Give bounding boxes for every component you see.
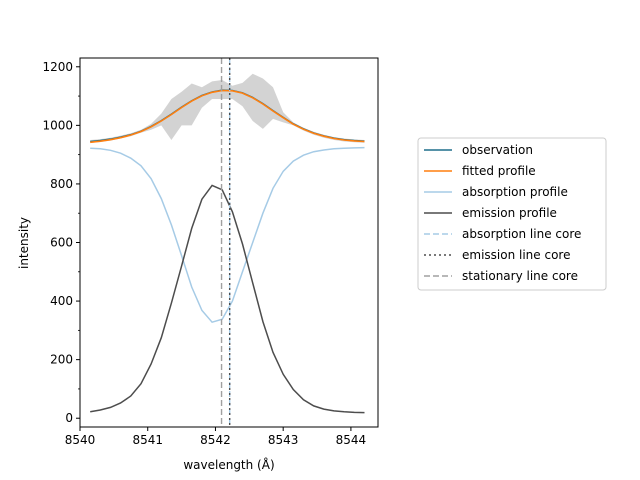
- axes: 8540 8541 8542 8543 8544 0 200 400 600 800 1000 120…: [42, 57, 379, 447]
- legend-label: emission profile: [462, 206, 557, 220]
- legend-label: emission line core: [462, 248, 570, 262]
- legend-label: absorption line core: [462, 227, 581, 241]
- y-tick-label: 800: [50, 177, 73, 191]
- y-axis-label: intensity: [17, 217, 31, 269]
- x-axis-label: wavelength (Å): [183, 457, 274, 472]
- plot-area: [90, 58, 365, 427]
- legend-label: observation: [462, 143, 533, 157]
- legend-label: fitted profile: [462, 164, 536, 178]
- y-tick-label: 400: [50, 294, 73, 308]
- x-tick-label: 8541: [132, 433, 163, 447]
- y-tick-label: 0: [65, 411, 73, 425]
- series-line-emission-profile: [90, 184, 365, 414]
- y-tick-label: 200: [50, 353, 73, 367]
- x-tick-label: 8542: [200, 433, 231, 447]
- legend: observation fitted profile absorption prof…: [417, 137, 607, 291]
- series-line-absorption-profile: [90, 146, 365, 324]
- legend-label: stationary line core: [462, 269, 578, 283]
- y-tick-label: 600: [50, 236, 73, 250]
- y-tick-label: 1000: [42, 118, 73, 132]
- y-tick-label: 1200: [42, 60, 73, 74]
- legend-box: [417, 137, 607, 291]
- x-tick-label: 8540: [65, 433, 96, 447]
- series-line-fitted-profile: [90, 89, 365, 144]
- x-tick-label: 8544: [336, 433, 367, 447]
- legend-label: absorption profile: [462, 185, 568, 199]
- x-tick-label: 8543: [268, 433, 299, 447]
